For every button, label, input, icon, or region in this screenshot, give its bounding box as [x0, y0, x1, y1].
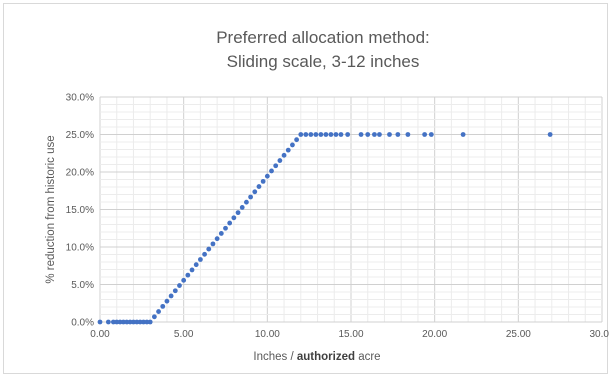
data-point [460, 132, 466, 137]
chart-title: Preferred allocation method: Sliding scal… [216, 28, 430, 71]
x-axis-title: Inches / authorized acre [253, 351, 380, 363]
data-point [151, 314, 157, 320]
chart-points [97, 132, 553, 325]
y-axis-title: % reduction from historic use [45, 135, 57, 283]
data-point [405, 132, 411, 137]
data-point [387, 132, 392, 137]
x-axis-title-emphasis: authorized [297, 351, 355, 363]
data-point [156, 309, 161, 314]
data-point [206, 246, 212, 252]
data-point [214, 236, 220, 242]
data-point [124, 319, 130, 325]
y-tick-label: 0.0% [71, 318, 94, 329]
data-point [285, 147, 291, 153]
data-point [160, 303, 166, 309]
data-point [303, 132, 309, 137]
data-point [318, 132, 324, 137]
data-point [358, 132, 364, 137]
data-point [547, 132, 553, 137]
data-point [294, 137, 300, 143]
data-point [428, 132, 434, 137]
y-axis-tick-labels: 0.0% 5.0% 10.0% 15.0% 20.0% 25.0% 30.0% [66, 93, 94, 329]
data-point [277, 158, 283, 163]
data-point [281, 152, 287, 158]
data-point [141, 319, 146, 325]
x-tick-label: 20.00 [422, 329, 447, 340]
data-point [168, 293, 174, 299]
data-point [244, 199, 249, 205]
data-point [105, 319, 111, 325]
data-point [172, 288, 178, 294]
data-point [147, 319, 153, 325]
data-point [252, 189, 258, 195]
data-point [185, 272, 191, 278]
data-point [377, 132, 382, 137]
data-point [164, 298, 170, 304]
data-point [117, 319, 123, 325]
data-point [273, 163, 279, 169]
data-point [345, 132, 351, 137]
data-point [422, 132, 428, 137]
y-tick-label: 5.0% [71, 280, 94, 291]
data-point [290, 142, 295, 148]
data-point [97, 319, 103, 325]
data-point [333, 132, 339, 137]
data-point [235, 210, 241, 216]
data-point [110, 319, 116, 325]
chart-gridlines [99, 96, 603, 323]
data-point [395, 132, 401, 137]
scatter-chart: Preferred allocation method: Sliding scal… [45, 28, 609, 363]
data-point [323, 132, 329, 137]
x-tick-label: 25.00 [506, 329, 531, 340]
data-point [114, 319, 120, 325]
y-tick-label: 10.0% [66, 243, 94, 254]
data-point [218, 231, 224, 236]
data-point [202, 251, 207, 257]
data-point [198, 257, 203, 262]
x-axis-tick-labels: 0.00 5.00 10.00 15.00 20.00 25.00 30.00 [90, 329, 609, 340]
x-tick-label: 15.00 [338, 329, 363, 340]
data-point [269, 168, 274, 174]
data-point [372, 132, 377, 137]
data-point [134, 319, 140, 325]
y-tick-label: 15.0% [66, 205, 94, 216]
data-point [131, 319, 136, 325]
chart-title-line: Sliding scale, 3-12 inches [227, 52, 420, 71]
x-tick-label: 0.00 [90, 329, 110, 340]
data-point [210, 241, 216, 247]
data-point [144, 319, 150, 325]
data-point [264, 173, 270, 179]
data-point [328, 132, 334, 137]
data-point [298, 132, 304, 137]
data-point [193, 262, 199, 268]
data-point [231, 215, 237, 221]
data-point [260, 178, 266, 184]
data-point [313, 132, 319, 137]
y-tick-label: 25.0% [66, 130, 94, 141]
data-point [137, 319, 143, 325]
data-point [227, 220, 233, 226]
data-point [127, 319, 133, 325]
x-tick-label: 30.00 [589, 329, 609, 340]
data-point [248, 194, 254, 200]
x-axis-title-part: Inches / [253, 351, 296, 363]
data-point [181, 277, 187, 283]
y-tick-label: 20.0% [66, 168, 94, 179]
x-axis-title-part: acre [355, 351, 381, 363]
data-point [177, 283, 182, 288]
data-point [223, 225, 228, 231]
x-tick-label: 10.00 [255, 329, 280, 340]
chart-container: Preferred allocation method: Sliding scal… [3, 3, 609, 374]
y-tick-label: 30.0% [66, 93, 94, 104]
x-tick-label: 5.00 [174, 329, 194, 340]
data-point [189, 267, 195, 273]
data-point [121, 319, 126, 325]
data-point [365, 132, 371, 137]
data-point [239, 205, 245, 210]
chart-title-line: Preferred allocation method: [216, 28, 430, 47]
data-point [256, 184, 262, 189]
data-point [338, 132, 344, 137]
data-point [308, 132, 314, 137]
